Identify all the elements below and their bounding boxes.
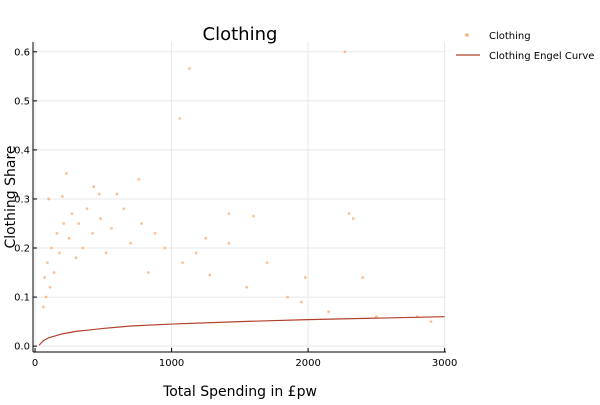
y-tick-label: 0.4 (14, 145, 30, 156)
x-axis-title: Total Spending in £pw (162, 384, 317, 400)
scatter-point (74, 256, 78, 260)
y-tick-label: 0.1 (14, 293, 30, 304)
scatter-point (181, 261, 184, 265)
scatter-point (99, 217, 102, 220)
scatter-point (146, 271, 150, 274)
scatter-point (351, 217, 355, 220)
y-axis-title: Clothing Share (3, 145, 19, 248)
x-tick-label: 1000 (159, 358, 184, 369)
scatter-point (178, 117, 182, 120)
scatter-point (110, 226, 113, 230)
scatter-point (227, 241, 231, 245)
scatter-point (252, 214, 255, 218)
y-tick-label: 0.5 (14, 96, 30, 107)
scatter-point (43, 276, 46, 279)
scatter-point (58, 251, 62, 255)
scatter-point (52, 271, 56, 274)
legend: Clothing Clothing Engel Curve (456, 31, 594, 62)
scatter-point (65, 172, 68, 175)
legend-label-engel-curve: Clothing Engel Curve (489, 51, 594, 62)
scatter-point (48, 285, 52, 289)
scatter-point (47, 197, 51, 201)
scatter-point (77, 222, 81, 225)
scatter-point (187, 67, 191, 70)
scatter-point (347, 212, 351, 216)
scatter-point (55, 231, 59, 235)
x-tick-label: 0 (32, 358, 38, 369)
y-tick-label: 0.2 (14, 244, 30, 255)
scatter-point (92, 185, 96, 189)
scatter-point (115, 192, 119, 196)
scatter-point (204, 236, 208, 240)
x-tick-label: 3000 (432, 358, 457, 369)
scatter-point (153, 231, 157, 235)
x-tick-label: 2000 (295, 358, 320, 369)
scatter-point (137, 177, 141, 181)
scatter-point (374, 315, 378, 319)
scatter-point (50, 246, 53, 250)
scatter-point (163, 246, 167, 250)
scatter-point (129, 241, 133, 245)
scatter-point (299, 300, 303, 304)
y-tick-label: 0.0 (14, 342, 30, 353)
scatter-point (90, 231, 94, 235)
legend-label-clothing: Clothing (489, 31, 531, 42)
scatter-point (45, 261, 49, 265)
scatter-point (81, 246, 85, 250)
scatter-point (208, 273, 212, 277)
scatter-point (85, 207, 89, 211)
scatter-point (60, 195, 64, 198)
engel-curve-layer (38, 316, 445, 346)
scatter-point (303, 276, 307, 279)
scatter-point (343, 50, 347, 54)
scatter-point (44, 295, 48, 299)
scatter-point (245, 285, 249, 289)
scatter-point (286, 295, 290, 299)
legend-marker-clothing (465, 33, 469, 37)
scatter-point (194, 251, 198, 255)
scatter-point (122, 207, 126, 211)
scatter-point (97, 192, 101, 196)
y-tick-label: 0.3 (14, 194, 30, 205)
scatter-point (41, 305, 45, 309)
scatter-point (429, 320, 433, 323)
scatter-point (140, 222, 143, 225)
chart-title: Clothing (203, 24, 278, 45)
scatter-point (327, 310, 330, 314)
axes (32, 42, 446, 353)
scatter-points (41, 50, 433, 323)
tick-labels: 0 1000 2000 3000 0.0 0.1 0.2 0.3 0.4 0.5 0.6 (14, 47, 457, 369)
scatter-point (70, 212, 74, 216)
scatter-point (104, 251, 108, 255)
scatter-point (67, 236, 71, 240)
engel-curve-line (38, 316, 445, 346)
y-tick-label: 0.6 (14, 47, 30, 58)
scatter-point (265, 261, 269, 265)
gridlines (33, 42, 446, 352)
scatter-point (227, 212, 231, 216)
scatter-point (361, 276, 365, 279)
scatter-point (62, 222, 66, 225)
